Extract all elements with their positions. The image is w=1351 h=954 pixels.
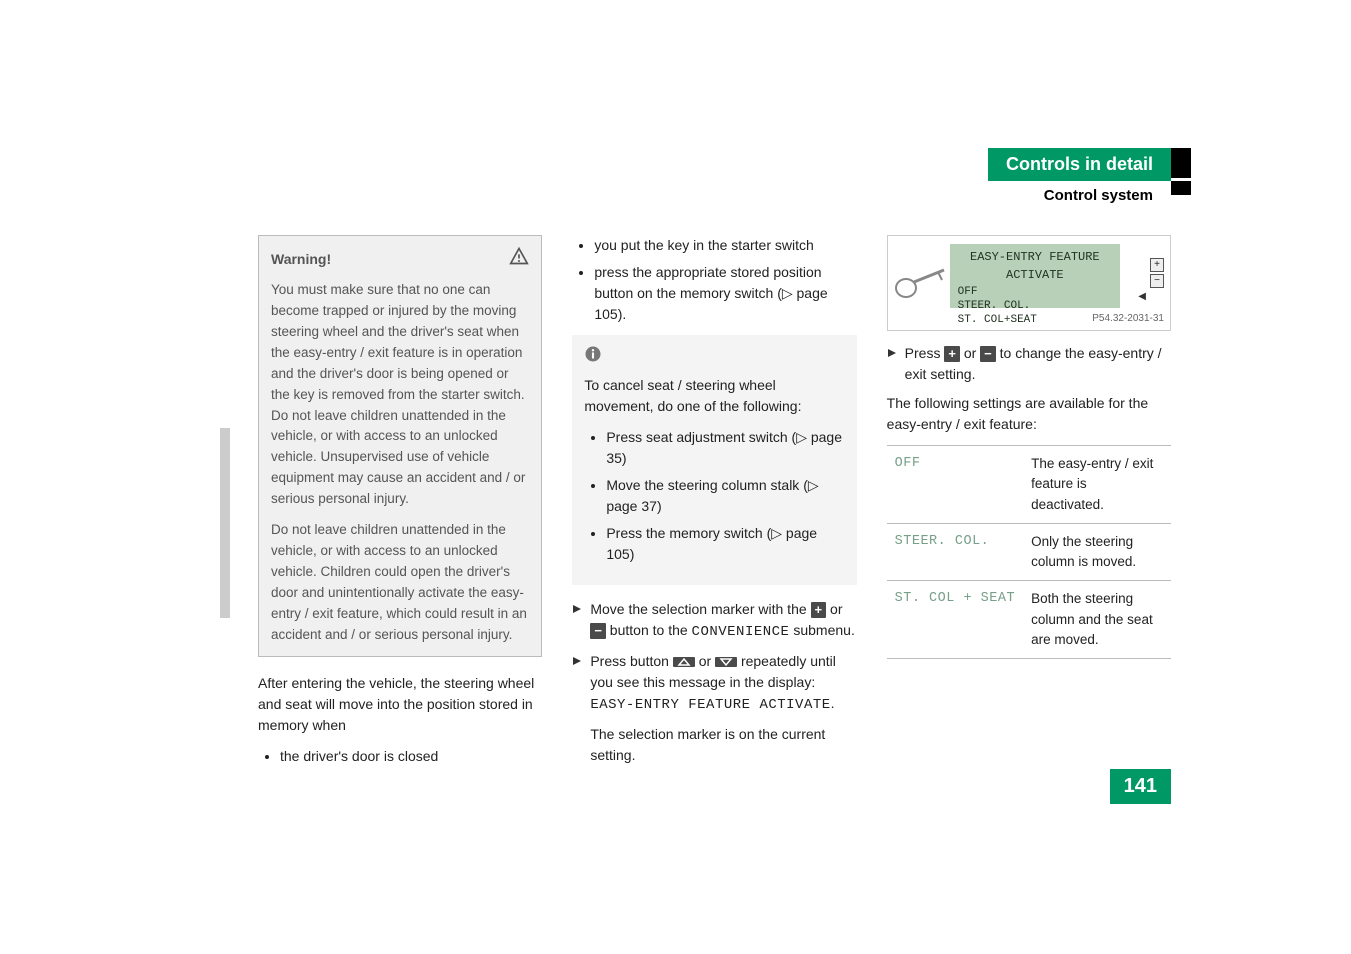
text: Press xyxy=(905,345,945,361)
text: Press seat adjustment switch ( xyxy=(606,429,796,445)
info-intro: To cancel seat / steering wheel movement… xyxy=(584,375,844,417)
plus-button-icon: + xyxy=(811,602,827,618)
selection-arrow-icon: ◀ xyxy=(1138,289,1146,304)
info-icon xyxy=(584,350,602,366)
up-button-icon xyxy=(673,657,695,667)
warning-para-1: You must make sure that no one can becom… xyxy=(271,280,529,510)
setting-key: OFF xyxy=(887,446,1023,524)
text: ) xyxy=(657,498,662,514)
down-button-icon xyxy=(715,657,737,667)
text: press the appropriate stored position bu… xyxy=(594,264,821,301)
display-opt: STEER. COL. xyxy=(958,300,1112,314)
page-ref: page 37 xyxy=(606,498,657,514)
setting-key: ST. COL + SEAT xyxy=(887,581,1023,659)
col1-bullets: the driver's door is closed xyxy=(258,746,542,767)
setting-desc: The easy-entry / exit feature is deactiv… xyxy=(1023,446,1171,524)
plus-button-icon: + xyxy=(944,346,960,362)
step-2-followup: The selection marker is on the current s… xyxy=(590,724,856,766)
info-box: To cancel seat / steering wheel movement… xyxy=(572,335,856,585)
minus-key-icon: − xyxy=(1150,274,1164,288)
submenu-name: CONVENIENCE xyxy=(692,624,790,640)
header-tab-stub xyxy=(1171,148,1191,178)
list-item: press the appropriate stored position bu… xyxy=(594,262,856,325)
text: . xyxy=(831,695,835,711)
warning-text: You must make sure that no one can becom… xyxy=(271,280,529,646)
step-1: Move the selection marker with the + or … xyxy=(572,599,856,643)
setting-desc: Only the steering column is moved. xyxy=(1023,523,1171,581)
header-title: Controls in detail xyxy=(988,148,1171,181)
header-sub-tab-stub xyxy=(1171,181,1191,195)
step-3-text: Press + or − to change the easy-entry / … xyxy=(905,343,1171,385)
column-1: Warning! You must make sure that no one … xyxy=(258,235,542,777)
text: or xyxy=(826,601,842,617)
page-header: Controls in detail Control system xyxy=(988,148,1171,204)
plus-key-icon: + xyxy=(1150,258,1164,272)
table-row: ST. COL + SEAT Both the steering column … xyxy=(887,581,1171,659)
warning-para-2: Do not leave children unattended in the … xyxy=(271,520,529,646)
settings-table: OFF The easy-entry / exit feature is dea… xyxy=(887,445,1171,659)
list-item: the driver's door is closed xyxy=(280,746,542,767)
list-item: Move the steering column stalk (▷ page 3… xyxy=(606,475,844,517)
figure-label: P54.32-2031-31 xyxy=(1092,311,1164,326)
margin-gutter-stub xyxy=(220,428,230,618)
text: button to the xyxy=(606,622,692,638)
column-3: EASY-ENTRY FEATURE ACTIVATE OFF STEER. C… xyxy=(887,235,1171,777)
step-2: Press button or repeatedly until you see… xyxy=(572,651,856,716)
plus-minus-keys: + − xyxy=(1150,258,1164,288)
table-intro: The following settings are available for… xyxy=(887,393,1171,435)
display-options: OFF STEER. COL. ST. COL+SEAT xyxy=(958,286,1112,327)
text: or xyxy=(960,345,980,361)
display-title: EASY-ENTRY FEATURE xyxy=(958,248,1112,266)
text: Move the steering column stalk ( xyxy=(606,477,808,493)
step-1-text: Move the selection marker with the + or … xyxy=(590,599,856,643)
list-item: Press seat adjustment switch (▷ page 35) xyxy=(606,427,844,469)
warning-label: Warning! xyxy=(271,249,331,270)
display-screen: EASY-ENTRY FEATURE ACTIVATE OFF STEER. C… xyxy=(950,244,1120,308)
step-arrow-icon xyxy=(887,343,897,364)
info-bullets: Press seat adjustment switch (▷ page 35)… xyxy=(584,427,844,565)
display-message: EASY-ENTRY FEATURE ACTIVATE xyxy=(590,697,830,713)
table-row: OFF The easy-entry / exit feature is dea… xyxy=(887,446,1171,524)
display-subtitle: ACTIVATE xyxy=(958,266,1112,284)
content-columns: Warning! You must make sure that no one … xyxy=(258,235,1171,777)
warning-header: Warning! xyxy=(271,246,529,272)
key-icon xyxy=(894,264,948,306)
setting-desc: Both the steering column and the seat ar… xyxy=(1023,581,1171,659)
text: ) xyxy=(630,546,635,562)
after-warning-para: After entering the vehicle, the steering… xyxy=(258,673,542,736)
text: Press button xyxy=(590,653,673,669)
text: submenu. xyxy=(789,622,854,638)
step-2-text: Press button or repeatedly until you see… xyxy=(590,651,856,716)
setting-key: STEER. COL. xyxy=(887,523,1023,581)
minus-button-icon: − xyxy=(980,346,996,362)
step-3: Press + or − to change the easy-entry / … xyxy=(887,343,1171,385)
column-2: you put the key in the starter switch pr… xyxy=(572,235,856,777)
page-number: 141 xyxy=(1110,769,1171,804)
info-icon-row xyxy=(584,345,844,369)
text: ). xyxy=(618,306,627,322)
list-item: you put the key in the starter switch xyxy=(594,235,856,256)
display-opt: OFF xyxy=(958,286,1112,300)
display-opt: ST. COL+SEAT xyxy=(958,314,1112,328)
warning-box: Warning! You must make sure that no one … xyxy=(258,235,542,657)
list-item: Press the memory switch (▷ page 105) xyxy=(606,523,844,565)
col2-top-bullets: you put the key in the starter switch pr… xyxy=(572,235,856,325)
text: ) xyxy=(622,450,627,466)
step-arrow-icon xyxy=(572,651,582,672)
step-arrow-icon xyxy=(572,599,582,620)
table-row: STEER. COL. Only the steering column is … xyxy=(887,523,1171,581)
settings-table-body: OFF The easy-entry / exit feature is dea… xyxy=(887,446,1171,659)
warning-triangle-icon xyxy=(509,246,529,272)
minus-button-icon: − xyxy=(590,623,606,639)
text: or xyxy=(695,653,715,669)
instrument-display-figure: EASY-ENTRY FEATURE ACTIVATE OFF STEER. C… xyxy=(887,235,1171,331)
text: Press the memory switch ( xyxy=(606,525,771,541)
text: Move the selection marker with the xyxy=(590,601,810,617)
header-subtitle: Control system xyxy=(988,187,1171,204)
